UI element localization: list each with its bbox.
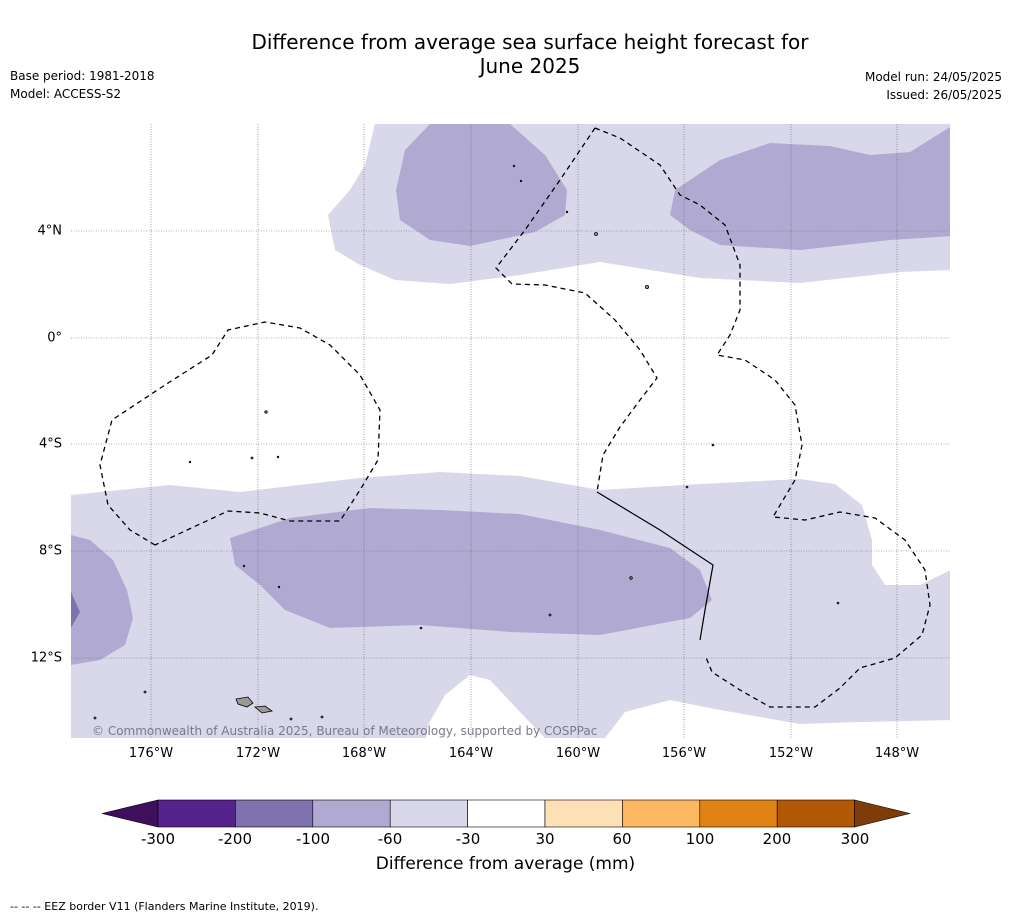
north-mid-contour-east xyxy=(670,127,950,250)
lon-label-156w: 156°W xyxy=(661,746,707,761)
title-line-2: June 2025 xyxy=(479,54,581,78)
colorbar-tick: -100 xyxy=(295,830,331,848)
meta-left: Base period: 1981-2018 Model: ACCESS-S2 xyxy=(10,67,155,103)
eez-borders xyxy=(99,127,931,708)
colorbar-tick: -200 xyxy=(217,830,253,848)
issued-date: Issued: 26/05/2025 xyxy=(886,88,1002,102)
lon-label-172w: 172°W xyxy=(235,746,281,761)
west-dark-contour xyxy=(71,592,80,628)
colorbar-segment xyxy=(235,799,314,828)
colorbar-tick: -30 xyxy=(455,830,481,848)
islands xyxy=(93,164,840,721)
west-mid-contour xyxy=(71,535,133,665)
lon-label-168w: 168°W xyxy=(341,746,387,761)
colorbar-tick: 300 xyxy=(840,830,870,848)
colorbar-segment xyxy=(312,799,391,828)
colorbar-arrow-high xyxy=(854,799,911,828)
meta-right: Model run: 24/05/2025 Issued: 26/05/2025 xyxy=(865,68,1002,104)
colorbar-segment xyxy=(544,799,623,828)
lon-label-176w: 176°W xyxy=(128,746,174,761)
colorbar xyxy=(101,799,911,828)
southwest-light-patch xyxy=(930,642,950,648)
model-run: Model run: 24/05/2025 xyxy=(864,70,1002,84)
gridlines xyxy=(71,124,950,738)
lat-label-8s: 8°S xyxy=(38,543,62,559)
lon-label-160w: 160°W xyxy=(555,746,601,761)
colorbar-segment xyxy=(622,799,701,828)
colorbar-arrow-low xyxy=(101,799,159,828)
island-samoa-1 xyxy=(235,696,254,708)
island-samoa-2 xyxy=(254,705,273,714)
colorbar-tick: 30 xyxy=(535,830,555,848)
eez-border-kiribati-line xyxy=(594,127,931,708)
lon-label-152w: 152°W xyxy=(768,746,814,761)
colorbar-segment xyxy=(157,799,236,828)
colorbar-tick: 60 xyxy=(612,830,632,848)
anomaly-field xyxy=(71,124,950,738)
north-mid-contour-west xyxy=(396,124,567,246)
colorbar-tick: -60 xyxy=(377,830,403,848)
lat-label-0: 0° xyxy=(47,330,62,346)
base-period: Base period: 1981-2018 xyxy=(10,69,155,83)
eez-border-tokelau xyxy=(99,321,381,546)
lon-label-148w: 148°W xyxy=(874,746,920,761)
lat-label-4s: 4°S xyxy=(38,436,62,452)
colorbar-title: Difference from average (mm) xyxy=(375,854,636,874)
colorbar-tick: -300 xyxy=(140,830,176,848)
lon-label-164w: 164°W xyxy=(448,746,494,761)
lat-label-4n: 4°N xyxy=(37,223,63,239)
map-title: Difference from average sea surface heig… xyxy=(170,30,890,78)
colorbar-tick: 100 xyxy=(685,830,715,848)
colorbar-segment xyxy=(389,799,468,828)
model-name: Model: ACCESS-S2 xyxy=(10,87,122,101)
colorbar-segment xyxy=(467,799,546,828)
colorbar-segment xyxy=(776,799,855,828)
lat-label-12s: 12°S xyxy=(30,650,62,666)
eez-border-solid xyxy=(596,491,714,641)
colorbar-tick: 200 xyxy=(762,830,792,848)
eez-border-kiribati-phoenix xyxy=(495,127,658,493)
footnote-eez-source: -- -- -- EEZ border V11 (Flanders Marine… xyxy=(10,900,319,913)
colorbar-segment xyxy=(699,799,778,828)
title-line-1: Difference from average sea surface heig… xyxy=(251,30,809,54)
copyright-notice: © Commonwealth of Australia 2025, Bureau… xyxy=(92,724,598,738)
